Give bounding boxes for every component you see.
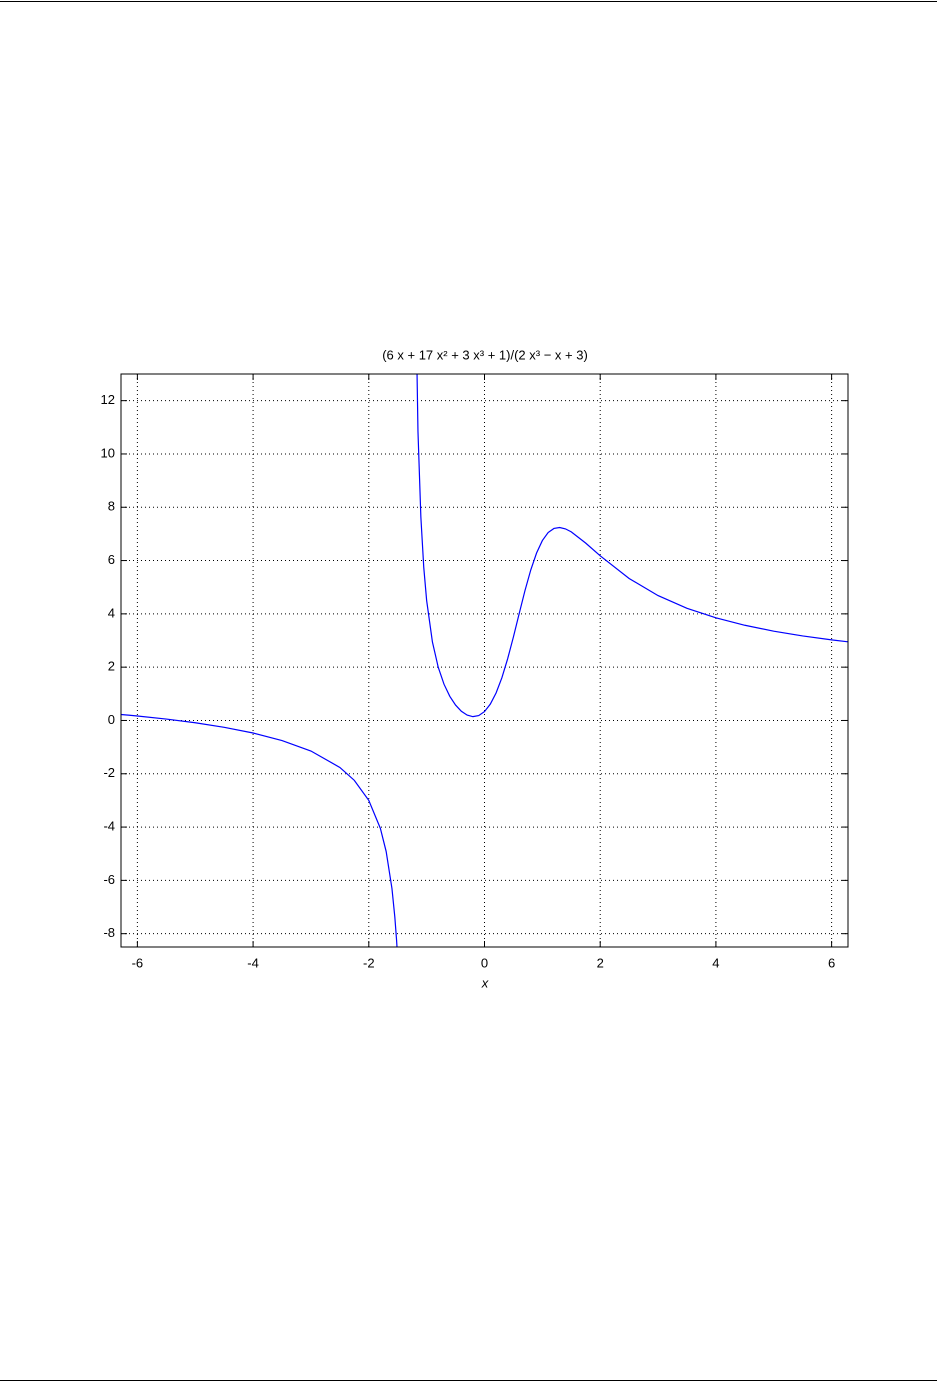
x-tick-label: 4: [712, 955, 719, 970]
plot-frame: [120, 373, 849, 948]
y-tick-label: 6: [108, 552, 115, 567]
x-axis-label: x: [481, 975, 489, 990]
x-tick-label: -6: [132, 955, 144, 970]
x-tick-label: -2: [363, 955, 375, 970]
x-tick-label: 6: [828, 955, 835, 970]
y-tick-label: 12: [101, 392, 115, 407]
y-tick-label: 2: [108, 659, 115, 674]
y-tick-label: 8: [108, 499, 115, 514]
x-tick-label: 2: [597, 955, 604, 970]
y-tick-label: -4: [103, 819, 115, 834]
x-tick-label: 0: [481, 955, 488, 970]
y-tick-label: -8: [103, 925, 115, 940]
y-tick-label: -2: [103, 765, 115, 780]
y-tick-label: 0: [108, 712, 115, 727]
y-tick-label: 10: [101, 445, 115, 460]
y-tick-label: 4: [108, 605, 115, 620]
curve: [121, 374, 848, 947]
y-tick-label: -6: [103, 872, 115, 887]
x-tick-label: -4: [247, 955, 259, 970]
chart-title: (6 x + 17 x² + 3 x³ + 1)/(2 x³ − x + 3): [382, 347, 588, 362]
